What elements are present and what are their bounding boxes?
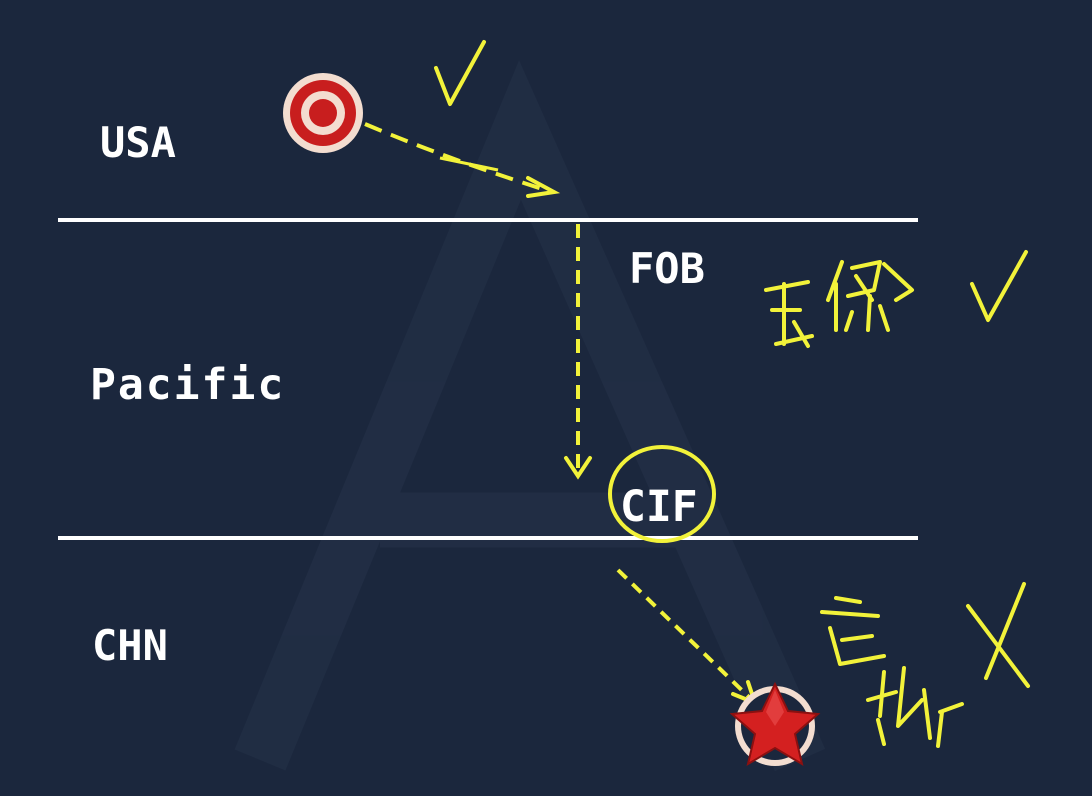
checkmark-fob <box>970 250 1028 322</box>
handwriting-fob-2 <box>826 260 914 332</box>
cif-highlight-circle <box>608 445 716 543</box>
handwriting-chn-2 <box>866 666 964 748</box>
checkmark-top <box>434 40 486 106</box>
region-label-chn: CHN <box>92 621 168 670</box>
handwritten-annotations <box>434 40 1030 748</box>
term-label-cif: CIF <box>620 482 698 532</box>
arrow-vertical-pacific <box>564 224 592 480</box>
target-icon <box>283 73 363 153</box>
arrow-origin-to-fob <box>364 122 561 198</box>
term-label-fob: FOB <box>629 244 705 293</box>
handwriting-fob-1 <box>764 280 814 348</box>
region-label-usa: USA <box>100 118 176 167</box>
handwriting-chn-1 <box>820 596 886 666</box>
x-mark <box>966 582 1030 688</box>
star-icon <box>729 681 821 767</box>
background-watermark <box>234 60 826 772</box>
region-label-pacific: Pacific <box>90 360 286 410</box>
